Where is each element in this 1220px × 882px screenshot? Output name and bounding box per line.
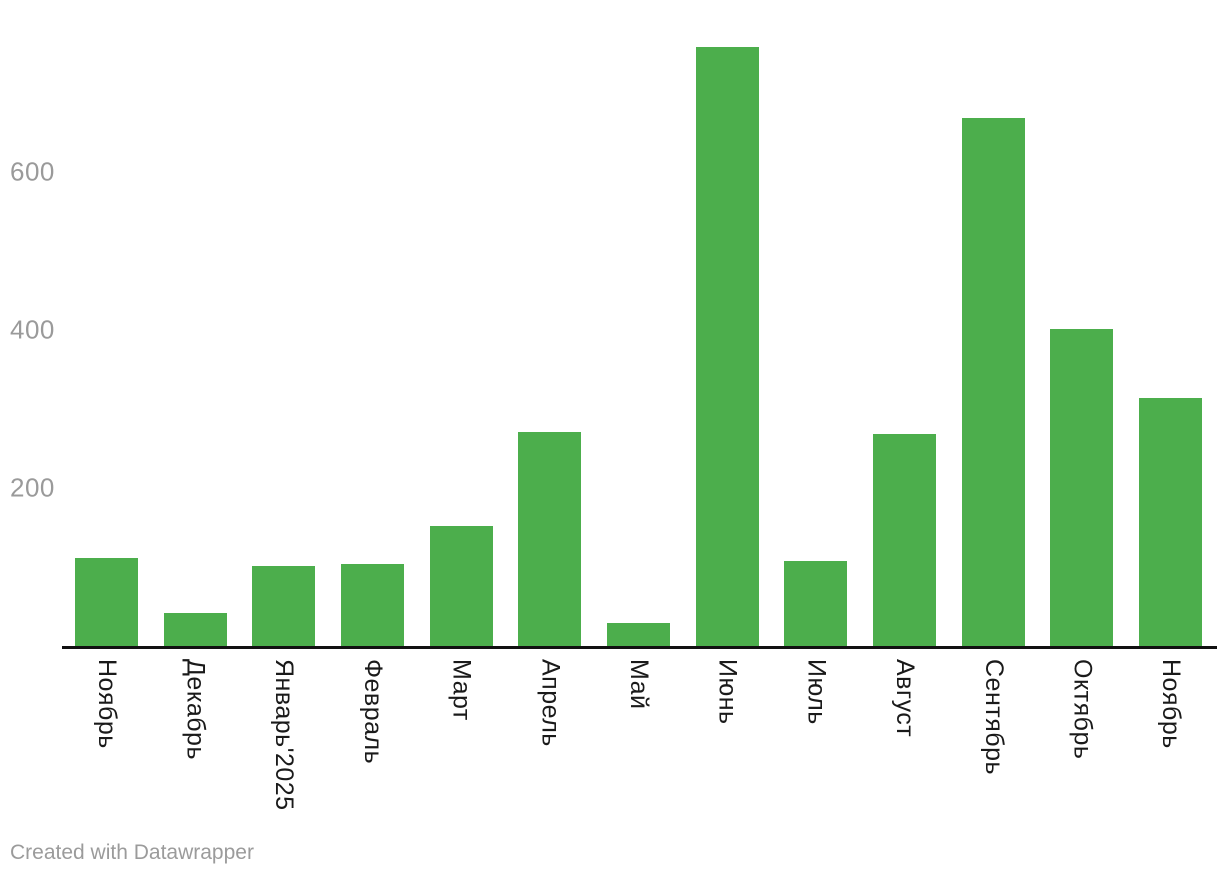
x-tick-label: Июль: [802, 659, 831, 725]
bar: [340, 563, 404, 646]
bar: [429, 525, 493, 646]
bar: [961, 118, 1025, 646]
bar: [163, 612, 227, 646]
bar: [695, 47, 759, 646]
bar: [252, 566, 316, 646]
x-tick-label: Февраль: [358, 659, 387, 765]
y-tick-label: 400: [10, 314, 55, 345]
x-tick-label: Декабрь: [181, 659, 210, 760]
x-tick-label: Январь'2025: [270, 659, 299, 811]
x-tick-label: Март: [447, 659, 476, 721]
x-tick-label: Ноябрь: [1157, 659, 1186, 749]
y-tick-label: 200: [10, 472, 55, 503]
x-tick-label: Октябрь: [1068, 659, 1097, 760]
x-tick-label: Ноябрь: [92, 659, 121, 749]
x-tick-label: Сентябрь: [979, 659, 1008, 775]
y-tick-label: 600: [10, 156, 55, 187]
bar: [873, 434, 937, 646]
datawrapper-credit-link[interactable]: Created with Datawrapper: [10, 841, 254, 864]
bar: [1139, 397, 1203, 646]
x-tick-label: Июнь: [713, 659, 742, 725]
x-tick-label: Май: [625, 659, 653, 710]
x-axis-line: [62, 646, 1217, 649]
x-tick-label: Апрель: [536, 659, 565, 747]
bar: [1050, 329, 1114, 646]
x-tick-label: Август: [891, 659, 920, 738]
bar: [607, 623, 670, 646]
bar: [784, 560, 848, 646]
bar: [74, 558, 138, 646]
bar: [518, 431, 582, 646]
